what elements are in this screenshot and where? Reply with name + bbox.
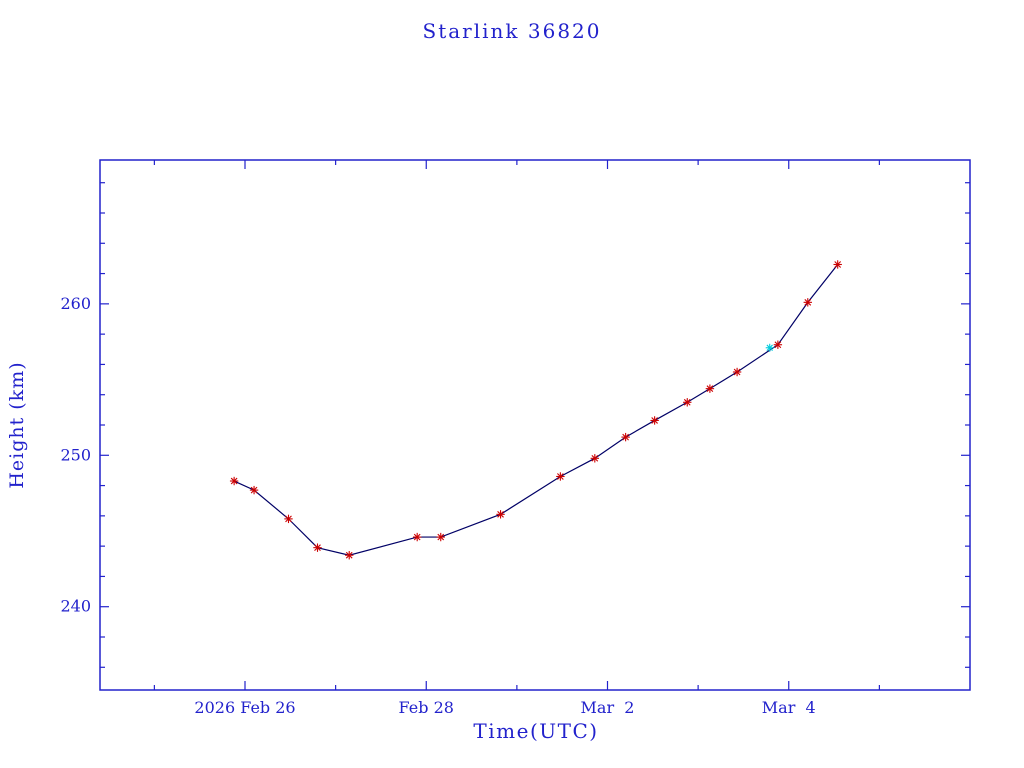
x-tick-label: Mar 4 (762, 698, 816, 717)
y-tick-label: 260 (60, 294, 91, 313)
data-point-marker (230, 477, 238, 485)
data-point-marker (250, 486, 258, 494)
highlight-marker (766, 344, 773, 351)
x-tick-label: 2026 Feb 26 (194, 698, 295, 717)
data-point-marker (834, 261, 842, 268)
data-point-marker (622, 433, 629, 441)
x-tick-label: Feb 28 (399, 698, 454, 717)
data-point-marker (437, 533, 445, 541)
data-point-marker (774, 341, 782, 349)
y-tick-label: 240 (60, 597, 91, 616)
data-point-marker (651, 417, 658, 424)
data-point-marker (706, 385, 714, 393)
data-point-marker (557, 473, 564, 480)
data-point-marker (497, 510, 504, 518)
data-point-marker (683, 398, 691, 406)
data-point-marker (591, 454, 599, 462)
x-axis-label: Time(UTC) (473, 719, 599, 743)
data-point-marker (733, 368, 741, 376)
data-point-marker (285, 515, 292, 523)
data-point-marker (345, 551, 353, 559)
data-point-marker (314, 544, 321, 552)
y-tick-label: 250 (60, 445, 91, 464)
chart-title: Starlink 36820 (422, 19, 602, 43)
data-point-marker (413, 533, 421, 541)
height-series-line (233, 264, 839, 556)
x-tick-label: Mar 2 (581, 698, 635, 717)
plot-frame (99, 159, 971, 691)
data-point-marker (804, 298, 812, 306)
